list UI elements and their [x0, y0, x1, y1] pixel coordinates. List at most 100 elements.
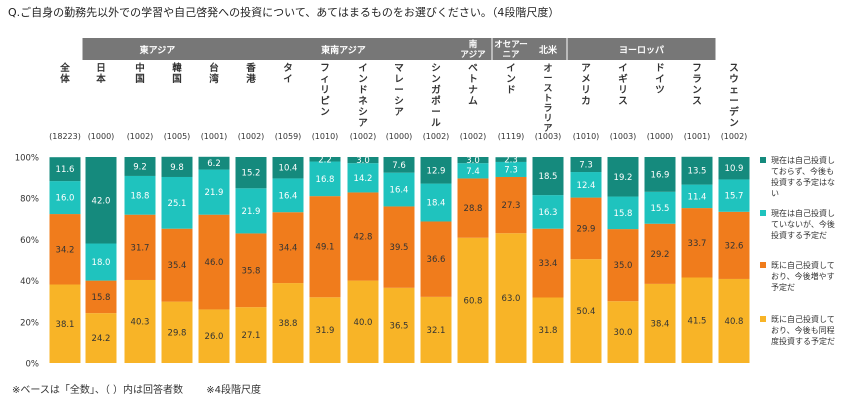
- bar-segment: [718, 278, 750, 363]
- survey-question: Q.ご自身の勤務先以外での学習や自己啓発への投資について、あてはまるものをお選び…: [8, 6, 560, 19]
- bar-segment: [532, 157, 564, 196]
- category-label-char: ア: [358, 118, 368, 129]
- region-header-label: 東アジア: [140, 44, 176, 56]
- sample-size: (18223): [49, 132, 81, 141]
- bar-value-label: 46.0: [205, 258, 224, 268]
- category-label-char: オ: [543, 63, 552, 74]
- bar-segment: [383, 157, 415, 173]
- bar-segment: [495, 157, 527, 162]
- bar-segment: [309, 297, 341, 363]
- bar-value-label: 27.1: [242, 331, 261, 341]
- category-label-char: ラ: [543, 103, 552, 114]
- legend-label-line: 現在は自己投資し: [771, 155, 835, 165]
- category-label-char: ピ: [320, 95, 330, 107]
- sample-size: (1002): [721, 132, 748, 141]
- bar-segment: [607, 301, 639, 363]
- sample-size: (1003): [610, 132, 637, 141]
- bar-value-label: 12.4: [577, 181, 596, 191]
- bar-segment: [644, 191, 676, 224]
- bar-segment: [272, 283, 304, 363]
- bar-value-label: 33.7: [688, 239, 707, 249]
- category-label-char: イ: [283, 74, 293, 85]
- legend-label-line: 投資する予定だ: [771, 230, 827, 240]
- bar-segment: [681, 208, 713, 278]
- bar-segment: [607, 157, 639, 197]
- category-label-char: ン: [506, 74, 516, 85]
- category-label: 香港: [245, 62, 256, 85]
- y-axis: 0% 20% 40% 60% 80% 100%: [15, 154, 39, 370]
- legend-swatch: [760, 157, 766, 163]
- bar-value-label: 11.4: [688, 192, 707, 202]
- category-label-char: ン: [729, 118, 739, 129]
- bar-value-label: 29.9: [577, 224, 596, 234]
- region-header-line: ヨーロッパ: [619, 44, 664, 56]
- footnote-scale: ※4段階尺度: [206, 385, 261, 396]
- sample-size: (1010): [312, 132, 339, 141]
- bar-value-label: 15.2: [242, 169, 261, 179]
- bar-segment: [85, 313, 117, 363]
- sample-size: (1002): [238, 132, 265, 141]
- bar-segment: [681, 156, 713, 185]
- bar-value-label: 10.9: [725, 164, 744, 174]
- region-header-line: 東アジア: [140, 44, 176, 56]
- legend-label: 既に自己投資しており、今後増やす予定だ: [771, 260, 835, 292]
- bar-segment: [85, 243, 117, 281]
- bar-value-label: 38.1: [56, 320, 75, 330]
- bar-segment: [272, 157, 304, 179]
- bar-value-label: 32.6: [725, 241, 744, 251]
- bar-segment: [495, 161, 527, 177]
- bar-value-label: 40.3: [131, 317, 150, 327]
- sample-size: (1059): [275, 132, 302, 141]
- bar-value-label: 15.8: [614, 209, 633, 219]
- y-tick-label: 80%: [20, 195, 39, 205]
- bar-segment: [49, 284, 81, 363]
- bar-segment: [457, 178, 489, 238]
- bar-value-label: 16.9: [651, 170, 670, 180]
- bar-value-label: 49.1: [316, 243, 335, 253]
- category-label-char: ポ: [431, 95, 441, 107]
- bar-segment: [198, 309, 230, 363]
- bar-segment: [420, 183, 452, 222]
- bar-value-label: 15.8: [92, 293, 111, 303]
- bar-value-label: 25.1: [168, 199, 187, 209]
- region-header-bg: [567, 38, 716, 60]
- category-label-char: ェ: [729, 85, 739, 96]
- bar-value-label: 18.0: [92, 258, 111, 268]
- category-label-char: ト: [468, 74, 478, 85]
- legend-swatch: [760, 316, 766, 322]
- bar-value-label: 38.4: [651, 319, 670, 329]
- bar-segment: [347, 280, 379, 363]
- legend: 現在は自己投資しておらず、今後も投資する予定はない現在は自己投資していないが、今…: [760, 155, 835, 346]
- category-label-char: 中: [135, 62, 145, 74]
- bar-value-label: 3.0: [356, 156, 370, 166]
- category-label-char: 本: [96, 73, 106, 85]
- bar-value-label: 40.8: [725, 317, 744, 327]
- bar-value-label: 15.7: [725, 192, 744, 202]
- category-label-char: 日: [96, 63, 106, 74]
- footnote-base: ※ベースは「全数」、（ ）内は回答者数: [12, 385, 184, 396]
- region-header-line: オセアー: [494, 40, 528, 50]
- category-label-char: ス: [692, 96, 702, 107]
- bar-value-label: 41.5: [688, 316, 707, 326]
- sample-size: (1002): [460, 132, 487, 141]
- legend-label: 現在は自己投資しておらず、今後も投資する予定はない: [771, 155, 835, 198]
- sample-size: (1000): [386, 132, 413, 141]
- bar-value-label: 31.9: [316, 326, 335, 336]
- region-header-bg: [232, 38, 455, 60]
- bar-segment: [161, 228, 193, 302]
- category-label-char: リ: [543, 113, 552, 124]
- bar-segment: [124, 279, 156, 363]
- y-tick-label: 0%: [26, 360, 40, 370]
- category-label-char: デ: [729, 106, 739, 118]
- legend-label-line: ておらず、今後も: [771, 166, 834, 176]
- bar-segment: [85, 157, 117, 244]
- category-label: アメリカ: [581, 63, 591, 107]
- category-label: オーストラリア: [543, 63, 552, 134]
- category-label-char: シ: [394, 96, 404, 107]
- bar-segment: [532, 297, 564, 363]
- bar-value-label: 9.8: [170, 163, 184, 173]
- legend-swatch: [760, 210, 766, 216]
- category-label-char: ア: [581, 63, 591, 74]
- bar-value-label: 16.8: [316, 175, 335, 185]
- bar-value-label: 18.8: [131, 191, 150, 201]
